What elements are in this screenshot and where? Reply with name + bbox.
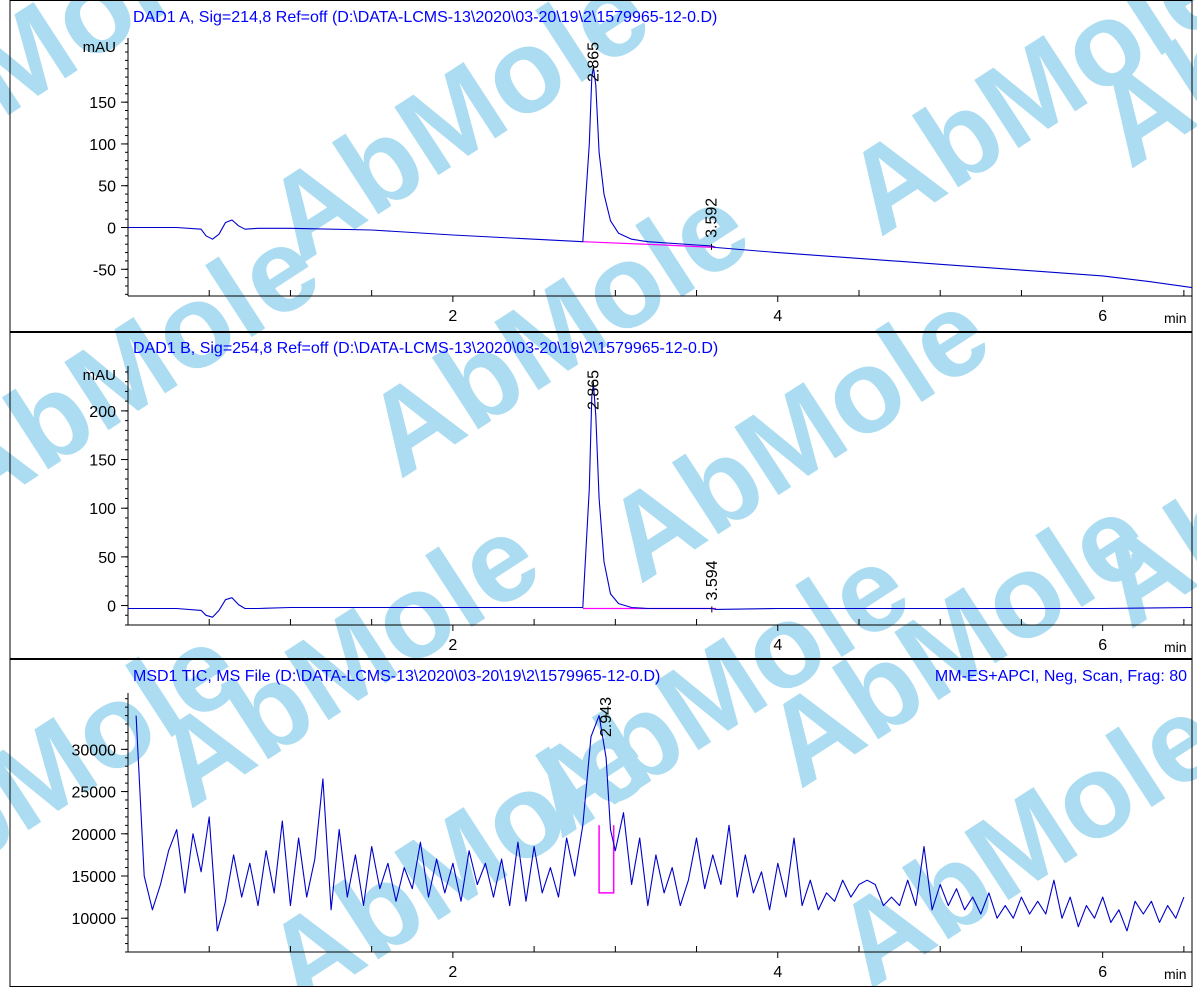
integration-baseline bbox=[582, 241, 717, 249]
peak-label: 2.865 bbox=[585, 42, 602, 82]
x-tick-label: 2 bbox=[448, 637, 457, 654]
x-axis-unit: min bbox=[1164, 639, 1187, 655]
peak-label: 2.943 bbox=[598, 697, 615, 737]
y-tick-label: 15000 bbox=[72, 869, 117, 886]
panel-frame bbox=[9, 332, 1193, 659]
panel-frame bbox=[9, 0, 1193, 332]
panel-title: DAD1 A, Sig=214,8 Ref=off (D:\DATA-LCMS-… bbox=[133, 9, 717, 26]
peak-label: 2.865 bbox=[585, 370, 602, 410]
y-tick-label: 30000 bbox=[72, 742, 117, 759]
x-tick-label: 6 bbox=[1098, 637, 1107, 654]
chromatogram-panel-1: DAD1 A, Sig=214,8 Ref=off (D:\DATA-LCMS-… bbox=[9, 0, 1193, 332]
y-axis-unit: mAU bbox=[83, 39, 116, 56]
y-tick-label: 20000 bbox=[72, 827, 117, 844]
x-tick-label: 4 bbox=[773, 964, 782, 981]
y-tick-label: 50 bbox=[98, 550, 116, 567]
x-axis-unit: min bbox=[1164, 966, 1187, 982]
y-tick-label: 150 bbox=[89, 453, 116, 470]
series-line bbox=[128, 383, 1192, 618]
y-tick-label: 25000 bbox=[72, 785, 117, 802]
y-tick-label: 150 bbox=[89, 95, 116, 112]
panel-title: MSD1 TIC, MS File (D:\DATA-LCMS-13\2020\… bbox=[133, 668, 660, 685]
y-tick-label: 10000 bbox=[72, 911, 117, 928]
watermark-text: AbMole bbox=[0, 0, 242, 227]
y-tick-label: 100 bbox=[89, 137, 116, 154]
chromatogram-panel-3: MSD1 TIC, MS File (D:\DATA-LCMS-13\2020\… bbox=[9, 659, 1193, 987]
x-tick-label: 2 bbox=[448, 964, 457, 981]
x-tick-label: 6 bbox=[1098, 964, 1107, 981]
panel-title-right: MM-ES+APCI, Neg, Scan, Frag: 80 bbox=[935, 668, 1187, 685]
peak-label: 3.594 bbox=[704, 560, 721, 600]
panel-title: DAD1 B, Sig=254,8 Ref=off (D:\DATA-LCMS-… bbox=[133, 340, 718, 357]
integration-box bbox=[598, 825, 615, 894]
x-tick-label: 4 bbox=[773, 637, 782, 654]
y-tick-label: 200 bbox=[89, 404, 116, 421]
x-tick-label: 6 bbox=[1098, 308, 1107, 325]
y-tick-label: 100 bbox=[89, 501, 116, 518]
y-tick-label: 0 bbox=[107, 599, 116, 616]
x-tick-label: 4 bbox=[773, 308, 782, 325]
watermark-text: AbMole bbox=[0, 199, 342, 542]
series-line bbox=[128, 66, 1192, 289]
peak-label: 3.592 bbox=[703, 198, 720, 238]
y-tick-label: 0 bbox=[107, 220, 116, 237]
series-line bbox=[135, 715, 1185, 932]
y-tick-label: 50 bbox=[98, 179, 116, 196]
x-tick-label: 2 bbox=[448, 308, 457, 325]
x-axis-unit: min bbox=[1164, 310, 1187, 326]
y-axis-unit: mAU bbox=[83, 367, 116, 384]
chromatogram-panel-2: DAD1 B, Sig=254,8 Ref=off (D:\DATA-LCMS-… bbox=[9, 332, 1193, 659]
y-tick-label: -50 bbox=[93, 262, 116, 279]
